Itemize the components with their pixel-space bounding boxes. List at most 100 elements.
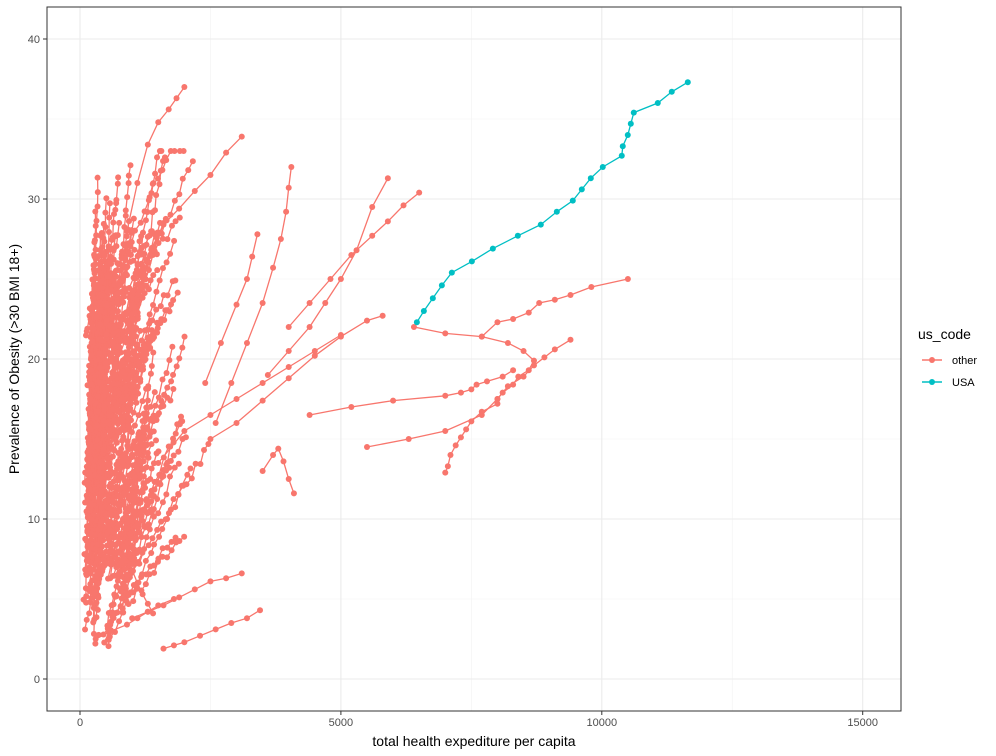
data-point (137, 376, 144, 383)
data-point (121, 293, 128, 300)
data-point (137, 489, 144, 496)
data-point (89, 294, 96, 301)
data-point (127, 372, 134, 379)
data-point (630, 109, 637, 116)
data-point (257, 607, 264, 614)
data-point (124, 438, 131, 445)
x-tick-label: 5000 (329, 717, 353, 729)
data-point (139, 452, 146, 459)
data-point (94, 422, 101, 429)
data-point (85, 438, 92, 445)
data-point (168, 378, 175, 385)
data-point (123, 525, 130, 532)
data-point (92, 640, 99, 647)
data-point (157, 303, 164, 310)
data-point (130, 598, 137, 605)
data-point (157, 481, 164, 488)
data-point (143, 442, 150, 449)
data-point (90, 266, 97, 273)
data-point (438, 282, 445, 289)
data-point (124, 328, 131, 335)
data-point (90, 619, 97, 626)
data-point (121, 565, 128, 572)
data-point (166, 357, 173, 364)
data-point (149, 317, 156, 324)
data-point (457, 434, 464, 441)
data-point (144, 209, 151, 216)
data-point (124, 571, 131, 578)
data-point (87, 381, 94, 388)
data-point (98, 475, 105, 482)
data-point (87, 570, 94, 577)
data-point (116, 344, 123, 351)
series-line (210, 315, 383, 440)
data-point (155, 119, 162, 126)
data-point (135, 496, 142, 503)
data-point (170, 642, 177, 649)
data-point (536, 300, 543, 306)
data-point (288, 164, 295, 170)
data-point (118, 317, 125, 324)
data-point (99, 461, 106, 468)
data-point (97, 533, 104, 540)
data-point (384, 218, 391, 225)
data-point (125, 321, 132, 328)
data-point (102, 374, 109, 381)
data-point (684, 79, 691, 86)
data-point (116, 570, 123, 577)
data-point (88, 352, 95, 359)
data-point (105, 643, 112, 650)
series-line (309, 369, 514, 416)
data-point (125, 545, 132, 552)
data-point (110, 219, 117, 226)
data-point (172, 534, 179, 541)
data-point (112, 206, 119, 213)
data-point (97, 547, 104, 554)
data-point (504, 383, 511, 390)
data-point (369, 204, 376, 210)
data-point (128, 429, 135, 436)
data-point (159, 499, 166, 506)
data-point (116, 618, 123, 625)
data-point (120, 543, 127, 550)
data-point (94, 393, 101, 400)
data-point (87, 395, 94, 402)
data-point (553, 208, 560, 215)
data-point (100, 235, 107, 242)
data-point (174, 289, 181, 296)
data-point (150, 506, 157, 513)
data-point (144, 141, 151, 148)
data-point (569, 197, 576, 204)
data-point (131, 555, 138, 562)
data-point (143, 496, 150, 503)
data-point (530, 362, 537, 369)
data-point (97, 299, 104, 306)
data-point (143, 413, 150, 420)
data-point (624, 276, 631, 282)
data-point (369, 232, 376, 239)
data-point (115, 290, 122, 297)
data-point (311, 348, 318, 354)
data-point (212, 420, 219, 426)
data-point (164, 236, 171, 243)
data-point (92, 636, 99, 642)
data-point (207, 436, 214, 442)
data-point (275, 445, 282, 452)
data-point (151, 207, 158, 214)
data-point (155, 510, 162, 517)
data-point (92, 208, 99, 215)
data-point (168, 222, 175, 229)
data-point (87, 584, 94, 591)
data-point (337, 333, 344, 340)
data-point (150, 460, 157, 467)
data-point (148, 228, 155, 235)
data-point (109, 341, 116, 348)
data-point (114, 349, 121, 356)
data-point (126, 349, 133, 356)
data-point (115, 281, 122, 288)
data-point (129, 287, 136, 294)
data-point (164, 292, 171, 299)
data-point (143, 464, 150, 471)
data-point (159, 545, 166, 552)
